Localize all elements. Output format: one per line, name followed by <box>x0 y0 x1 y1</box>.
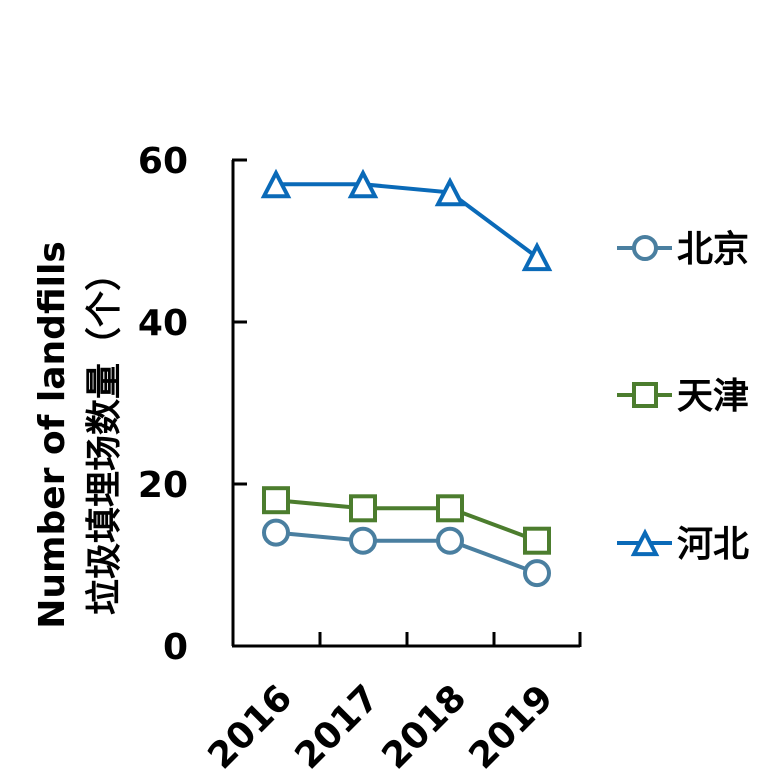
data-point-marker <box>262 486 290 515</box>
legend-marker <box>632 382 658 408</box>
data-point-marker <box>521 241 553 272</box>
series-layer <box>260 168 553 588</box>
x-tick-label: 2018 <box>375 677 475 777</box>
data-point-marker <box>523 559 551 588</box>
x-tick-label: 2017 <box>288 677 388 777</box>
series-1 <box>262 486 551 555</box>
series-line <box>275 498 538 543</box>
data-point-marker <box>434 176 466 207</box>
data-point-marker <box>436 494 464 523</box>
x-tick-label: 2016 <box>201 677 301 777</box>
y-axis-title-line1: Number of landfills <box>32 241 73 629</box>
series-0 <box>262 518 551 588</box>
y-axis-title: Number of landfills 垃圾填埋场数量（个） <box>32 241 125 629</box>
legend-label: 河北 <box>677 524 749 565</box>
data-point-marker <box>260 168 292 199</box>
data-point-marker <box>349 494 377 523</box>
legend-item-2: 河北 <box>617 524 749 565</box>
data-point-marker <box>523 526 551 555</box>
y-tick-label: 40 <box>138 303 188 344</box>
data-point-marker <box>436 526 464 555</box>
x-tick-label: 2019 <box>462 677 562 777</box>
legend-item-0: 北京 <box>617 228 749 270</box>
y-tick-label: 0 <box>163 627 188 668</box>
y-ticks: 0 20 40 60 <box>138 141 247 668</box>
y-tick-label: 20 <box>138 465 188 506</box>
data-point-marker <box>347 168 379 199</box>
data-point-marker <box>262 518 290 547</box>
legend-marker <box>632 235 658 261</box>
y-axis-title-line2: 垃圾填埋场数量（个） <box>84 255 125 615</box>
legend-marker <box>630 528 660 557</box>
legend-label: 天津 <box>677 376 749 417</box>
series-line <box>275 530 538 575</box>
y-tick-label: 60 <box>138 141 188 182</box>
legend-label: 北京 <box>677 228 749 270</box>
legend-item-1: 天津 <box>617 376 749 417</box>
series-line <box>276 182 539 259</box>
series-2 <box>260 168 553 272</box>
data-point-marker <box>349 526 377 555</box>
